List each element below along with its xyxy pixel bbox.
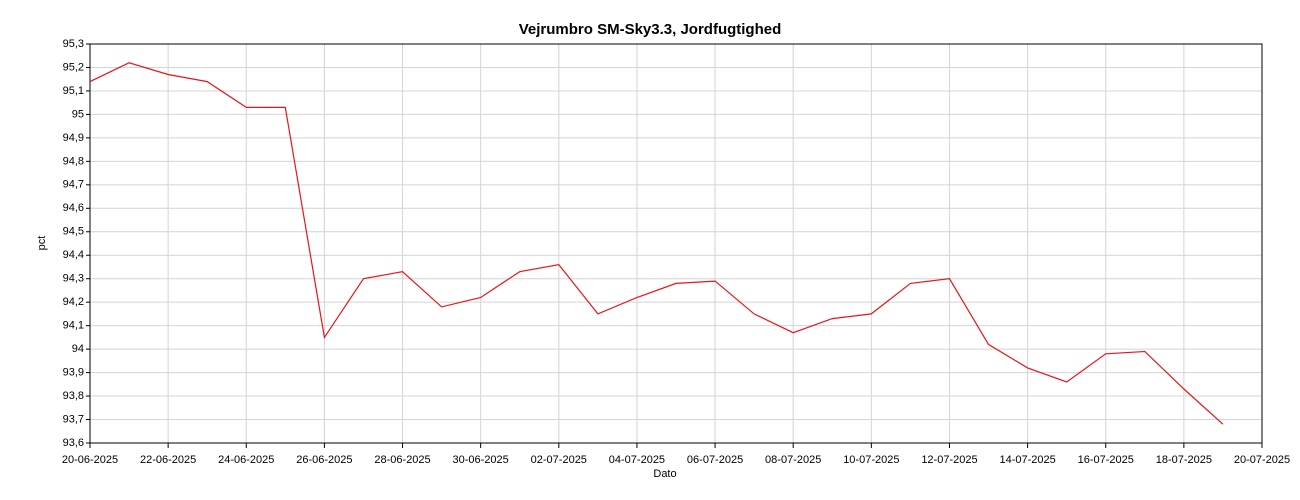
x-tick-label: 18-07-2025 (1156, 454, 1212, 466)
x-tick-label: 16-07-2025 (1078, 454, 1134, 466)
y-tick-label: 95,1 (63, 85, 84, 97)
x-tick-label: 22-06-2025 (140, 454, 196, 466)
y-tick-label: 95,2 (63, 61, 84, 73)
x-tick-label: 20-06-2025 (62, 454, 118, 466)
x-tick-label: 02-07-2025 (531, 454, 587, 466)
x-tick-label: 10-07-2025 (843, 454, 899, 466)
y-axis-label: pct (36, 236, 48, 251)
y-tick-label: 93,7 (63, 413, 84, 425)
y-tick-label: 94,2 (63, 296, 84, 308)
x-tick-label: 06-07-2025 (687, 454, 743, 466)
y-tick-label: 94,7 (63, 179, 84, 191)
y-tick-label: 93,8 (63, 390, 84, 402)
x-tick-label: 12-07-2025 (921, 454, 977, 466)
y-tick-label: 94 (72, 343, 84, 355)
y-tick-label: 95 (72, 108, 84, 120)
y-tick-label: 93,9 (63, 366, 84, 378)
x-axis-label: Dato (653, 468, 676, 480)
x-tick-label: 04-07-2025 (609, 454, 665, 466)
y-tick-label: 94,6 (63, 202, 84, 214)
y-tick-label: 94,9 (63, 132, 84, 144)
y-tick-label: 95,3 (63, 38, 84, 50)
x-tick-label: 14-07-2025 (999, 454, 1055, 466)
x-tick-label: 08-07-2025 (765, 454, 821, 466)
y-tick-label: 94,3 (63, 273, 84, 285)
x-tick-label: 24-06-2025 (218, 454, 274, 466)
x-tick-label: 26-06-2025 (296, 454, 352, 466)
y-tick-label: 94,5 (63, 226, 84, 238)
plot-frame (89, 43, 1263, 444)
x-tick-label: 20-07-2025 (1234, 454, 1290, 466)
chart-title: Vejrumbro SM-Sky3.3, Jordfugtighed (519, 21, 782, 38)
y-tick-label: 94,4 (63, 249, 84, 261)
y-tick-label: 94,8 (63, 155, 84, 167)
y-tick-label: 94,1 (63, 320, 84, 332)
data-line (89, 62, 1224, 425)
x-tick-label: 28-06-2025 (374, 454, 430, 466)
y-tick-label: 93,6 (63, 437, 84, 449)
x-tick-label: 30-06-2025 (453, 454, 509, 466)
